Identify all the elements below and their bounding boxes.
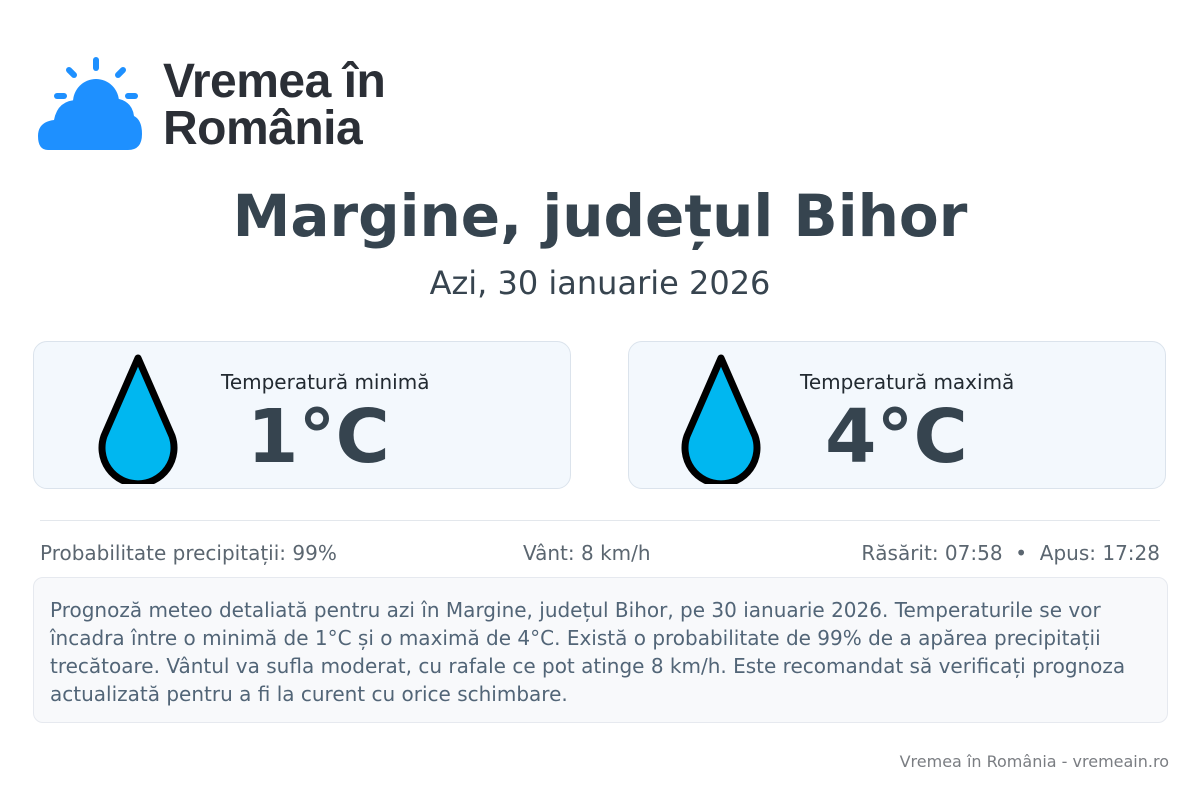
precipitation-probability: Probabilitate precipitații: 99% — [40, 541, 337, 565]
min-temperature-value: 1°C — [247, 394, 390, 480]
min-temperature-card: Temperatură minimă 1°C — [33, 341, 571, 489]
sunrise-sunset: Răsărit: 07:58 • Apus: 17:28 — [861, 541, 1160, 565]
water-drop-icon — [681, 354, 761, 484]
water-drop-icon — [98, 354, 178, 484]
brand-name: Vremea în România — [163, 55, 386, 155]
wind-speed: Vânt: 8 km/h — [523, 541, 651, 565]
sun-behind-cloud-icon — [38, 57, 142, 150]
page-title: Margine, județul Bihor — [232, 182, 968, 250]
max-temperature-label: Temperatură maximă — [800, 370, 1015, 394]
min-temperature-label: Temperatură minimă — [221, 370, 430, 394]
forecast-description: Prognoză meteo detaliată pentru azi în M… — [33, 577, 1168, 723]
forecast-date: Azi, 30 ianuarie 2026 — [429, 264, 771, 302]
max-temperature-card: Temperatură maximă 4°C — [628, 341, 1166, 489]
divider — [40, 520, 1160, 521]
brand-line1: Vremea în — [163, 55, 386, 108]
brand-line2: România — [163, 102, 363, 155]
max-temperature-value: 4°C — [825, 394, 968, 480]
footer-credit: Vremea în România - vremeain.ro — [899, 752, 1169, 771]
